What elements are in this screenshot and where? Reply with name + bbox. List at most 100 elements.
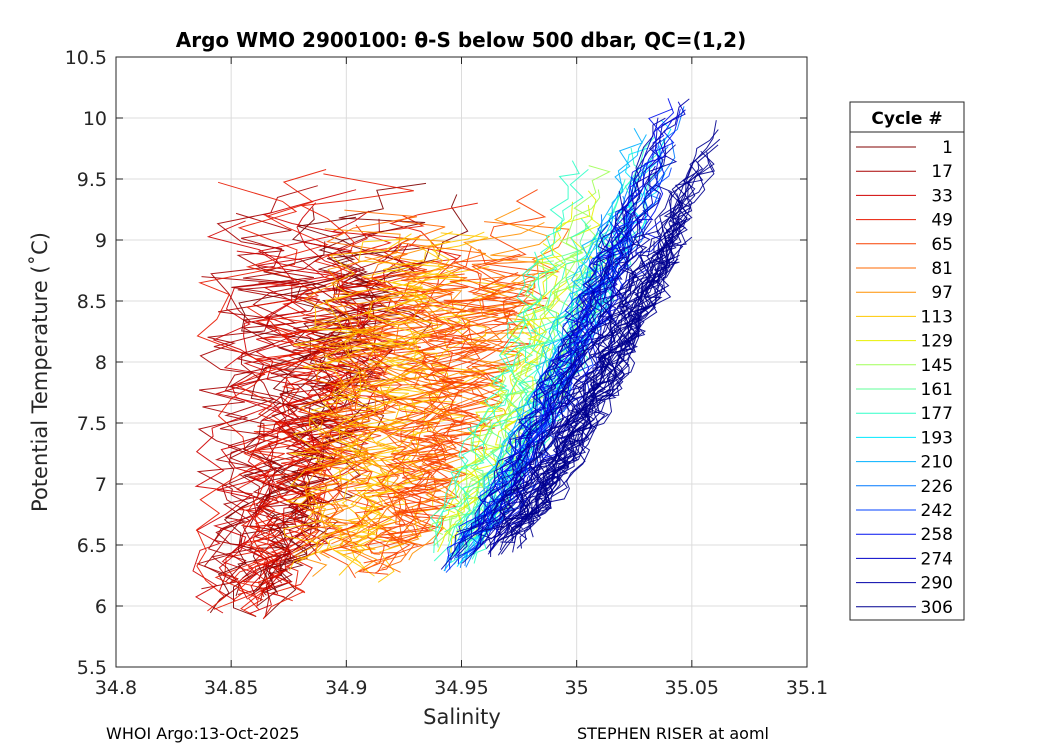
profile-line	[447, 219, 620, 570]
legend-entry-label: 226	[921, 477, 953, 497]
profile-line	[338, 221, 486, 572]
profile-line	[456, 233, 599, 552]
profile-line	[209, 241, 327, 614]
profile-line	[428, 260, 557, 535]
profile-line	[338, 292, 443, 576]
profile-line	[399, 258, 528, 545]
profile-line	[249, 173, 414, 598]
legend-entry-label: 97	[931, 283, 953, 303]
profile-line	[429, 251, 540, 529]
legend-entry-label: 1	[942, 138, 953, 158]
profile-line	[314, 282, 410, 562]
y-tick-label: 9	[95, 230, 107, 252]
legend-entry-label: 274	[921, 549, 953, 569]
profile-line	[453, 218, 590, 550]
y-tick-label: 6	[95, 596, 107, 618]
profile-line	[461, 144, 678, 564]
x-axis-label: Salinity	[423, 705, 501, 729]
y-tick-label: 10.5	[65, 47, 107, 69]
legend-entry-label: 210	[921, 453, 953, 473]
profile-line	[435, 204, 591, 539]
profile-line	[449, 117, 659, 561]
legend-entry-label: 193	[921, 428, 953, 448]
profile-line	[326, 231, 453, 552]
y-tick-label: 7	[95, 474, 107, 496]
profile-line	[350, 231, 485, 573]
profile-line	[386, 272, 533, 544]
profile-line	[516, 129, 719, 521]
profile-line	[375, 323, 514, 539]
profile-line	[500, 120, 717, 555]
footer-author: STEPHEN RISER at aoml	[577, 724, 769, 743]
profile-line	[529, 236, 693, 538]
profile-line	[374, 249, 551, 574]
legend-entry-label: 33	[931, 186, 953, 206]
x-tick-label: 34.85	[204, 677, 258, 699]
chart-title: Argo WMO 2900100: θ-S below 500 dbar, QC…	[176, 28, 746, 52]
profile-line	[433, 225, 592, 547]
profile-line	[355, 266, 468, 555]
x-tick-label: 35.05	[665, 677, 719, 699]
profile-line	[213, 250, 326, 602]
profile-line	[292, 228, 401, 554]
profile-line	[367, 260, 498, 572]
legend-entry-label: 242	[921, 501, 953, 521]
profile-line	[367, 296, 501, 548]
profile-line	[444, 221, 587, 533]
legend-entry-label: 49	[931, 211, 953, 231]
profile-line	[507, 201, 680, 518]
profile-line	[388, 221, 545, 549]
profile-line	[201, 185, 318, 590]
profile-line	[319, 246, 446, 579]
legend-entry-label: 161	[921, 380, 953, 400]
profile-line	[196, 276, 299, 584]
profile-line	[358, 310, 482, 575]
profile-line	[307, 233, 412, 551]
x-tick-label: 34.9	[325, 677, 367, 699]
legend-title: Cycle #	[871, 109, 942, 129]
footer-source: WHOI Argo:13-Oct-2025	[106, 724, 300, 743]
profile-line	[453, 265, 592, 555]
profile-line	[489, 184, 672, 521]
legend-entry-label: 113	[921, 307, 953, 327]
y-tick-label: 10	[83, 108, 107, 130]
y-tick-label: 8.5	[77, 291, 107, 313]
legend-entry-label: 65	[931, 235, 953, 255]
profile-line	[207, 254, 324, 583]
profile-line	[455, 98, 675, 559]
legend-entry-label: 177	[921, 404, 953, 424]
legend-entry-label: 290	[921, 574, 953, 594]
profile-line	[462, 128, 643, 546]
profile-line	[433, 169, 589, 554]
y-tick-label: 7.5	[77, 413, 107, 435]
profile-line	[451, 224, 612, 555]
profile-line	[377, 279, 504, 573]
legend-entry-label: 17	[931, 162, 953, 182]
legend: Cycle # 1 17 33 49 65 81 97 113 129 145 161 177 193 2…	[849, 101, 965, 621]
profile-line	[490, 138, 721, 558]
profile-line	[440, 242, 563, 514]
legend-entry-label: 258	[921, 525, 953, 545]
legend-box	[849, 101, 965, 621]
profile-line	[196, 181, 298, 612]
profile-line	[221, 241, 353, 583]
profile-line	[449, 134, 647, 559]
profile-line	[445, 220, 635, 573]
data-lines	[192, 98, 721, 620]
x-tick-label: 35.1	[786, 677, 828, 699]
profile-line	[513, 150, 715, 530]
legend-entry-label: 81	[931, 259, 953, 279]
y-tick-label: 6.5	[77, 535, 107, 557]
profile-line	[346, 251, 458, 553]
profile-line	[339, 273, 469, 554]
y-axis-label: Potential Temperature (˚C)	[28, 232, 52, 512]
x-tick-label: 34.95	[434, 677, 488, 699]
legend-entry-label: 306	[921, 598, 953, 618]
y-tick-label: 5.5	[77, 657, 107, 679]
profile-line	[496, 151, 715, 543]
profile-line	[508, 260, 642, 521]
profile-line	[456, 117, 666, 533]
legend-entry-label: 129	[921, 332, 953, 352]
x-tick-label: 35	[565, 677, 589, 699]
